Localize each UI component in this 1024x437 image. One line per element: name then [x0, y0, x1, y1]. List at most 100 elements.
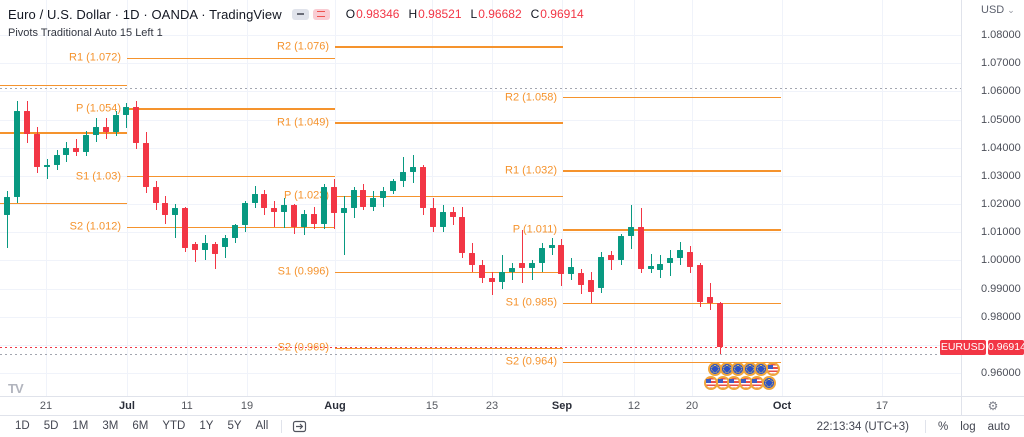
candle — [370, 198, 376, 207]
currency-unit-dropdown[interactable]: USD ⌄ — [981, 4, 1015, 16]
candle-wick — [284, 198, 285, 228]
pivot-line — [127, 57, 335, 59]
scale-button-log[interactable]: log — [960, 420, 976, 433]
candle — [657, 264, 663, 270]
sticker-eu-flag[interactable] — [719, 362, 734, 376]
candle — [14, 111, 20, 197]
candle — [311, 213, 317, 224]
pivot-line — [335, 122, 563, 124]
h-gridline — [0, 345, 961, 346]
legend-settings-icon[interactable] — [312, 8, 330, 20]
sticker-eu-flag[interactable] — [761, 376, 776, 390]
pivot-line — [563, 302, 781, 304]
close-label: C — [530, 7, 540, 21]
price-tick-label: 1.03000 — [981, 169, 1021, 182]
price-tick-label: 0.96000 — [981, 367, 1021, 380]
pivot-line — [127, 226, 335, 228]
h-gridline — [0, 317, 961, 318]
pivot-line — [563, 170, 781, 172]
pivot-line — [335, 195, 563, 197]
v-gridline — [492, 0, 493, 396]
candle-wick — [76, 139, 77, 157]
candle — [242, 202, 248, 226]
candle — [499, 272, 505, 283]
bottom-toolbar: 1D 5D 1M 3M 6M YTD 1Y 5Y All 22:13:34 (UTC+3) % l… — [0, 415, 1024, 437]
candle — [321, 187, 327, 224]
range-button-1d[interactable]: 1D — [15, 420, 30, 432]
pivot-line — [335, 46, 563, 48]
pivot-line — [563, 361, 781, 364]
high-label: H — [408, 7, 418, 21]
candle — [450, 212, 456, 217]
candle — [539, 248, 545, 264]
clock-utc[interactable]: 22:13:34 (UTC+3) — [816, 420, 910, 433]
candle — [440, 212, 446, 228]
low-value: 0.96682 — [478, 7, 522, 21]
toolbar-divider — [925, 420, 927, 433]
candle — [360, 189, 366, 207]
candle — [341, 207, 347, 214]
range-button-1m[interactable]: 1M — [72, 420, 89, 432]
h-gridline — [0, 176, 961, 177]
h-gridline — [0, 120, 961, 121]
range-button-6m[interactable]: 6M — [132, 420, 149, 432]
scale-button-%[interactable]: % — [938, 420, 949, 433]
range-dotted-line — [0, 354, 961, 355]
time-tick-label: 11 — [181, 400, 193, 412]
range-dotted-line — [0, 88, 961, 89]
range-button-5y[interactable]: 5Y — [227, 420, 242, 432]
candle — [73, 147, 79, 152]
range-button-3m[interactable]: 3M — [102, 420, 119, 432]
v-gridline — [46, 0, 47, 396]
h-gridline — [0, 204, 961, 205]
time-tick-label: 20 — [685, 400, 699, 412]
gear-icon[interactable]: ⚙ — [987, 399, 999, 413]
scale-button-auto[interactable]: auto — [987, 420, 1010, 433]
pivot-line — [127, 175, 335, 178]
candle — [351, 189, 357, 208]
time-tick-label: Jul — [119, 400, 135, 412]
candle-wick — [215, 242, 216, 269]
candle — [113, 115, 119, 133]
candle — [608, 255, 614, 261]
candle — [54, 154, 60, 165]
candle — [153, 187, 159, 203]
open-value: 0.98346 — [356, 7, 400, 21]
symbol-title[interactable]: Euro / U.S. Dollar · 1D · OANDA · Tradin… — [8, 6, 282, 22]
candle — [222, 237, 228, 248]
pivot-line — [0, 202, 127, 204]
candle-wick — [126, 102, 127, 128]
candle — [677, 249, 683, 259]
indicator-legend[interactable]: Pivots Traditional Auto 15 Left 1 — [8, 27, 163, 39]
candle — [123, 106, 129, 116]
price-tick-label: 1.08000 — [981, 29, 1021, 41]
candle — [291, 205, 297, 227]
pivot-line — [335, 271, 563, 274]
time-axis[interactable]: ⚙ 21 Jul 11 19 Aug 15 23 Sep 12 20 Oct 17 — [0, 396, 1024, 416]
range-button-1y[interactable]: 1Y — [199, 420, 214, 432]
candle — [4, 196, 10, 216]
price-tick-label: 1.00000 — [981, 254, 1021, 267]
pivot-label: R1 (1.032) — [505, 164, 557, 177]
candle — [212, 244, 218, 254]
range-button-5d[interactable]: 5D — [43, 420, 59, 432]
h-gridline — [0, 63, 961, 64]
sticker-us-flag[interactable] — [765, 362, 780, 376]
range-button-all[interactable]: All — [255, 420, 269, 432]
current-price-line — [0, 347, 961, 348]
price-badge-value: 0.96914 — [988, 340, 1024, 355]
go-to-date-icon[interactable] — [292, 419, 307, 434]
pivot-line — [563, 96, 781, 99]
chart-plot-area[interactable]: R1 (1.072) P (1.054) S1 (1.03) S2 (1.012) R2… — [0, 0, 961, 396]
candle — [281, 205, 287, 213]
candle — [261, 194, 267, 209]
candle — [172, 208, 178, 216]
legend-hide-icon[interactable] — [291, 8, 309, 20]
range-button-ytd[interactable]: YTD — [162, 420, 186, 432]
price-axis[interactable]: USD ⌄ 1.08000 1.07000 1.06000 1.05000 1.0400… — [961, 0, 1024, 396]
candle — [430, 207, 436, 228]
candle — [83, 135, 89, 152]
time-tick-label: 23 — [485, 400, 499, 412]
pivot-line — [335, 347, 563, 350]
